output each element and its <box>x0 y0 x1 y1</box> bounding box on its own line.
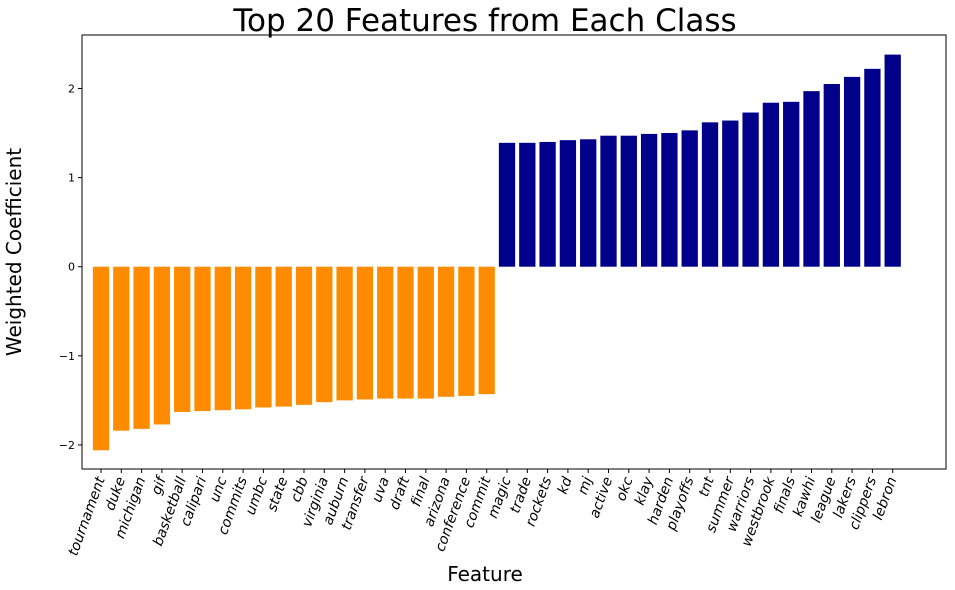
bar-kawhi <box>803 91 820 267</box>
x-axis-title: Feature <box>447 562 523 586</box>
bar-final <box>417 266 434 399</box>
bar-cbb <box>295 266 313 405</box>
y-tick-label: 1 <box>68 172 75 185</box>
bar-mj <box>580 139 597 267</box>
bar-rockets <box>539 141 556 267</box>
bar-virginia <box>316 266 333 403</box>
bar-unc <box>214 266 231 411</box>
bar-magic <box>498 142 516 267</box>
bar-lakers <box>843 76 861 267</box>
bar-summer <box>722 120 739 267</box>
bar-umbc <box>255 266 272 408</box>
x-tick-label: tnt <box>696 474 718 499</box>
bar-commits <box>234 266 252 410</box>
bar-kd <box>559 140 577 267</box>
bar-uva <box>377 266 394 399</box>
bar-transfer <box>356 266 374 400</box>
bar-okc <box>620 135 637 267</box>
x-tick-label: okc <box>613 475 636 504</box>
bar-active <box>600 135 617 267</box>
bar-auburn <box>336 266 353 401</box>
chart-title: Top 20 Features from Each Class <box>232 3 736 39</box>
y-axis: −2 −1 0 1 2 <box>59 82 82 452</box>
bar-arizona <box>437 266 455 397</box>
bar-harden <box>661 133 678 267</box>
bar-gif <box>153 266 171 425</box>
bar-commit <box>478 266 495 395</box>
x-tick-label: tournament <box>65 474 109 558</box>
y-tick-label: −2 <box>59 439 75 452</box>
bar-tournament <box>92 266 110 451</box>
plot-frame <box>81 34 947 470</box>
x-tick-label: mj <box>575 475 596 497</box>
bar-conference <box>458 266 475 396</box>
bar-finals <box>783 101 800 267</box>
bar-league <box>823 84 840 267</box>
bar-warriors <box>742 112 759 267</box>
y-axis-title: Weighted Coefficient <box>2 148 26 356</box>
bar-clippers <box>864 68 881 267</box>
bar-draft <box>397 266 414 399</box>
bar-westbrook <box>762 102 780 267</box>
bar-tnt <box>701 122 719 267</box>
bar-michigan <box>133 266 150 429</box>
bar-trade <box>519 142 536 267</box>
y-tick-label: 0 <box>68 261 75 274</box>
bar-calipari <box>194 266 211 412</box>
bar-klay <box>640 133 658 267</box>
bars-layer <box>92 54 901 451</box>
y-tick-label: 2 <box>68 82 75 95</box>
bar-playoffs <box>681 130 698 267</box>
bar-basketball <box>174 266 191 412</box>
y-tick-label: −1 <box>59 350 75 363</box>
x-tick-label: kd <box>555 475 576 497</box>
x-tick-label: gif <box>149 473 171 497</box>
bar-lebron <box>884 54 901 267</box>
bar-state <box>275 266 292 407</box>
bar-duke <box>113 266 130 431</box>
